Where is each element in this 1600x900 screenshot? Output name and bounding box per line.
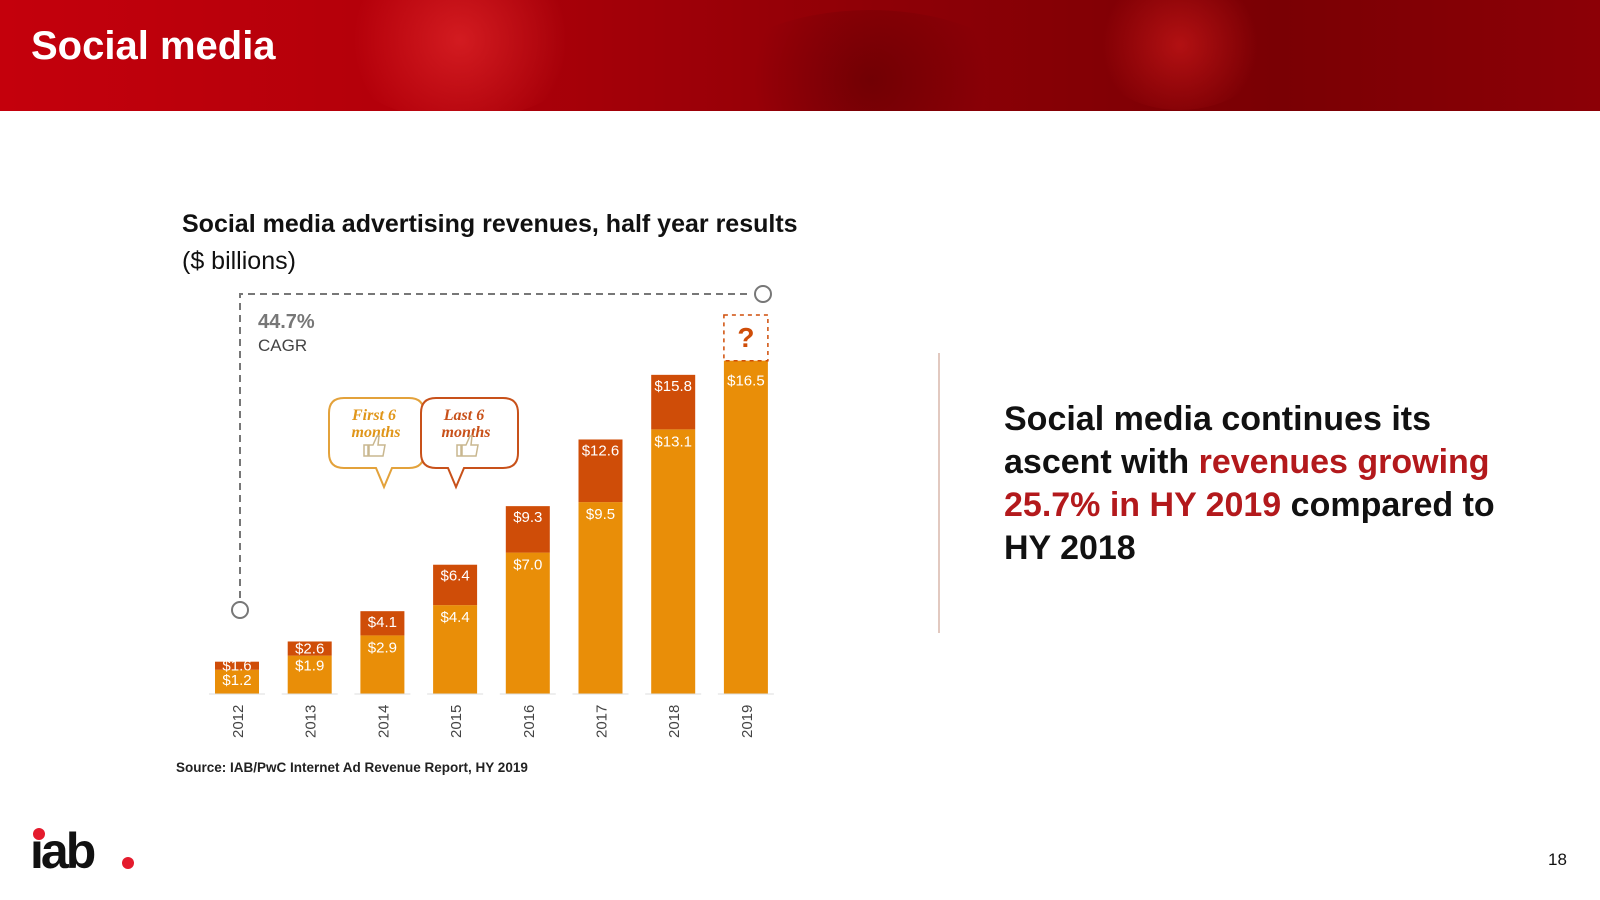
header-decoration [1090,0,1270,110]
x-tick-label: 2017 [594,705,611,738]
data-label-first: $2.9 [368,639,397,656]
bar-second-half [433,564,478,606]
legend-second-half: Last 6 months [420,397,519,490]
data-label-first: $9.5 [586,506,615,523]
data-label-total: $4.1 [368,614,397,631]
header-banner: Social media [0,0,1600,111]
cagr-bracket [239,293,752,610]
legend-bubble [420,397,519,490]
bar-second-half [578,439,623,503]
page-number: 18 [1548,850,1567,869]
callout-text: Social media continues its ascent with r… [1004,398,1544,570]
data-label-first: $7.0 [513,557,542,574]
data-label-total: $2.6 [295,641,324,658]
callout-part1: Social media continues its ascent with [1004,400,1432,481]
bar-second-half [215,661,259,670]
bars-layer: $1.6$1.2 2012 $2.6$1.9 2013 $4.1 $2.9 2014 $6.4… [209,314,774,738]
cagr-start-marker [231,601,249,619]
data-label-first: $1.2 [222,672,251,689]
data-label-total: $15.8 [654,378,692,395]
header-decoration [720,10,1020,111]
data-label-total: $9.3 [513,509,542,526]
bar-second-half [287,641,332,656]
x-tick-label: 2018 [666,705,683,738]
source-note: Source: IAB/PwC Internet Ad Revenue Repo… [176,760,528,775]
legend-label-line2: months [352,424,401,441]
cagr-label: CAGR [258,336,307,355]
bar-first-half [215,669,259,694]
bar-second-half [360,611,405,636]
x-tick-label: 2013 [303,705,320,738]
legend-first-half: First 6 months [328,397,425,490]
bar-first-half [360,635,405,694]
legend-label-line2: months [442,424,491,441]
x-tick-label: 2012 [230,705,247,738]
thumbs-up-icon [456,435,479,457]
header-decoration [330,0,590,111]
bar-second-half [651,374,696,430]
bar-first-half [651,429,696,694]
x-tick-label: 2014 [375,705,392,738]
legend-label-line1: First 6 [351,407,396,424]
logo-dot [33,828,45,840]
data-label-first: $16.5 [727,373,765,390]
callout-highlight: revenues growing 25.7% in HY 2019 [1004,443,1490,524]
cagr-value: 44.7% [258,311,315,333]
bar-first-half [578,502,623,694]
data-label-first: $4.4 [440,609,469,626]
x-tick-label: 2019 [739,705,756,738]
revenue-chart: 44.7% CAGR First 6 months Last 6 months … [209,285,774,738]
chart-subtitle: ($ billions) [182,247,296,275]
x-tick-label: 2016 [521,705,538,738]
thumbs-up-icon [363,435,386,457]
cagr-end-marker [754,285,772,303]
logo-dot [122,857,134,869]
bar-first-half [433,605,478,694]
data-label-total: $6.4 [440,568,469,585]
data-label-total: $1.6 [222,658,251,675]
unknown-marker: ? [737,322,754,353]
legend-label: First 6 months [351,407,400,441]
legend-label: Last 6 months [442,407,491,441]
bar-first-half [287,655,332,694]
x-tick-label: 2015 [448,705,465,738]
bar-first-half [723,360,768,694]
bar-first-half [505,552,550,694]
data-label-total: $12.6 [582,442,620,459]
page-title: Social media [31,24,276,68]
data-label-first: $1.9 [295,658,324,675]
callout-part2: compared to HY 2018 [1004,486,1495,567]
chart-title: Social media advertising revenues, half … [182,210,798,238]
bar-unknown-placeholder [723,314,769,362]
data-label-first: $13.1 [654,433,692,450]
legend-label-line1: Last 6 [443,407,484,424]
divider [938,353,940,633]
bar-second-half [505,506,550,553]
iab-logo: iab [30,826,134,876]
